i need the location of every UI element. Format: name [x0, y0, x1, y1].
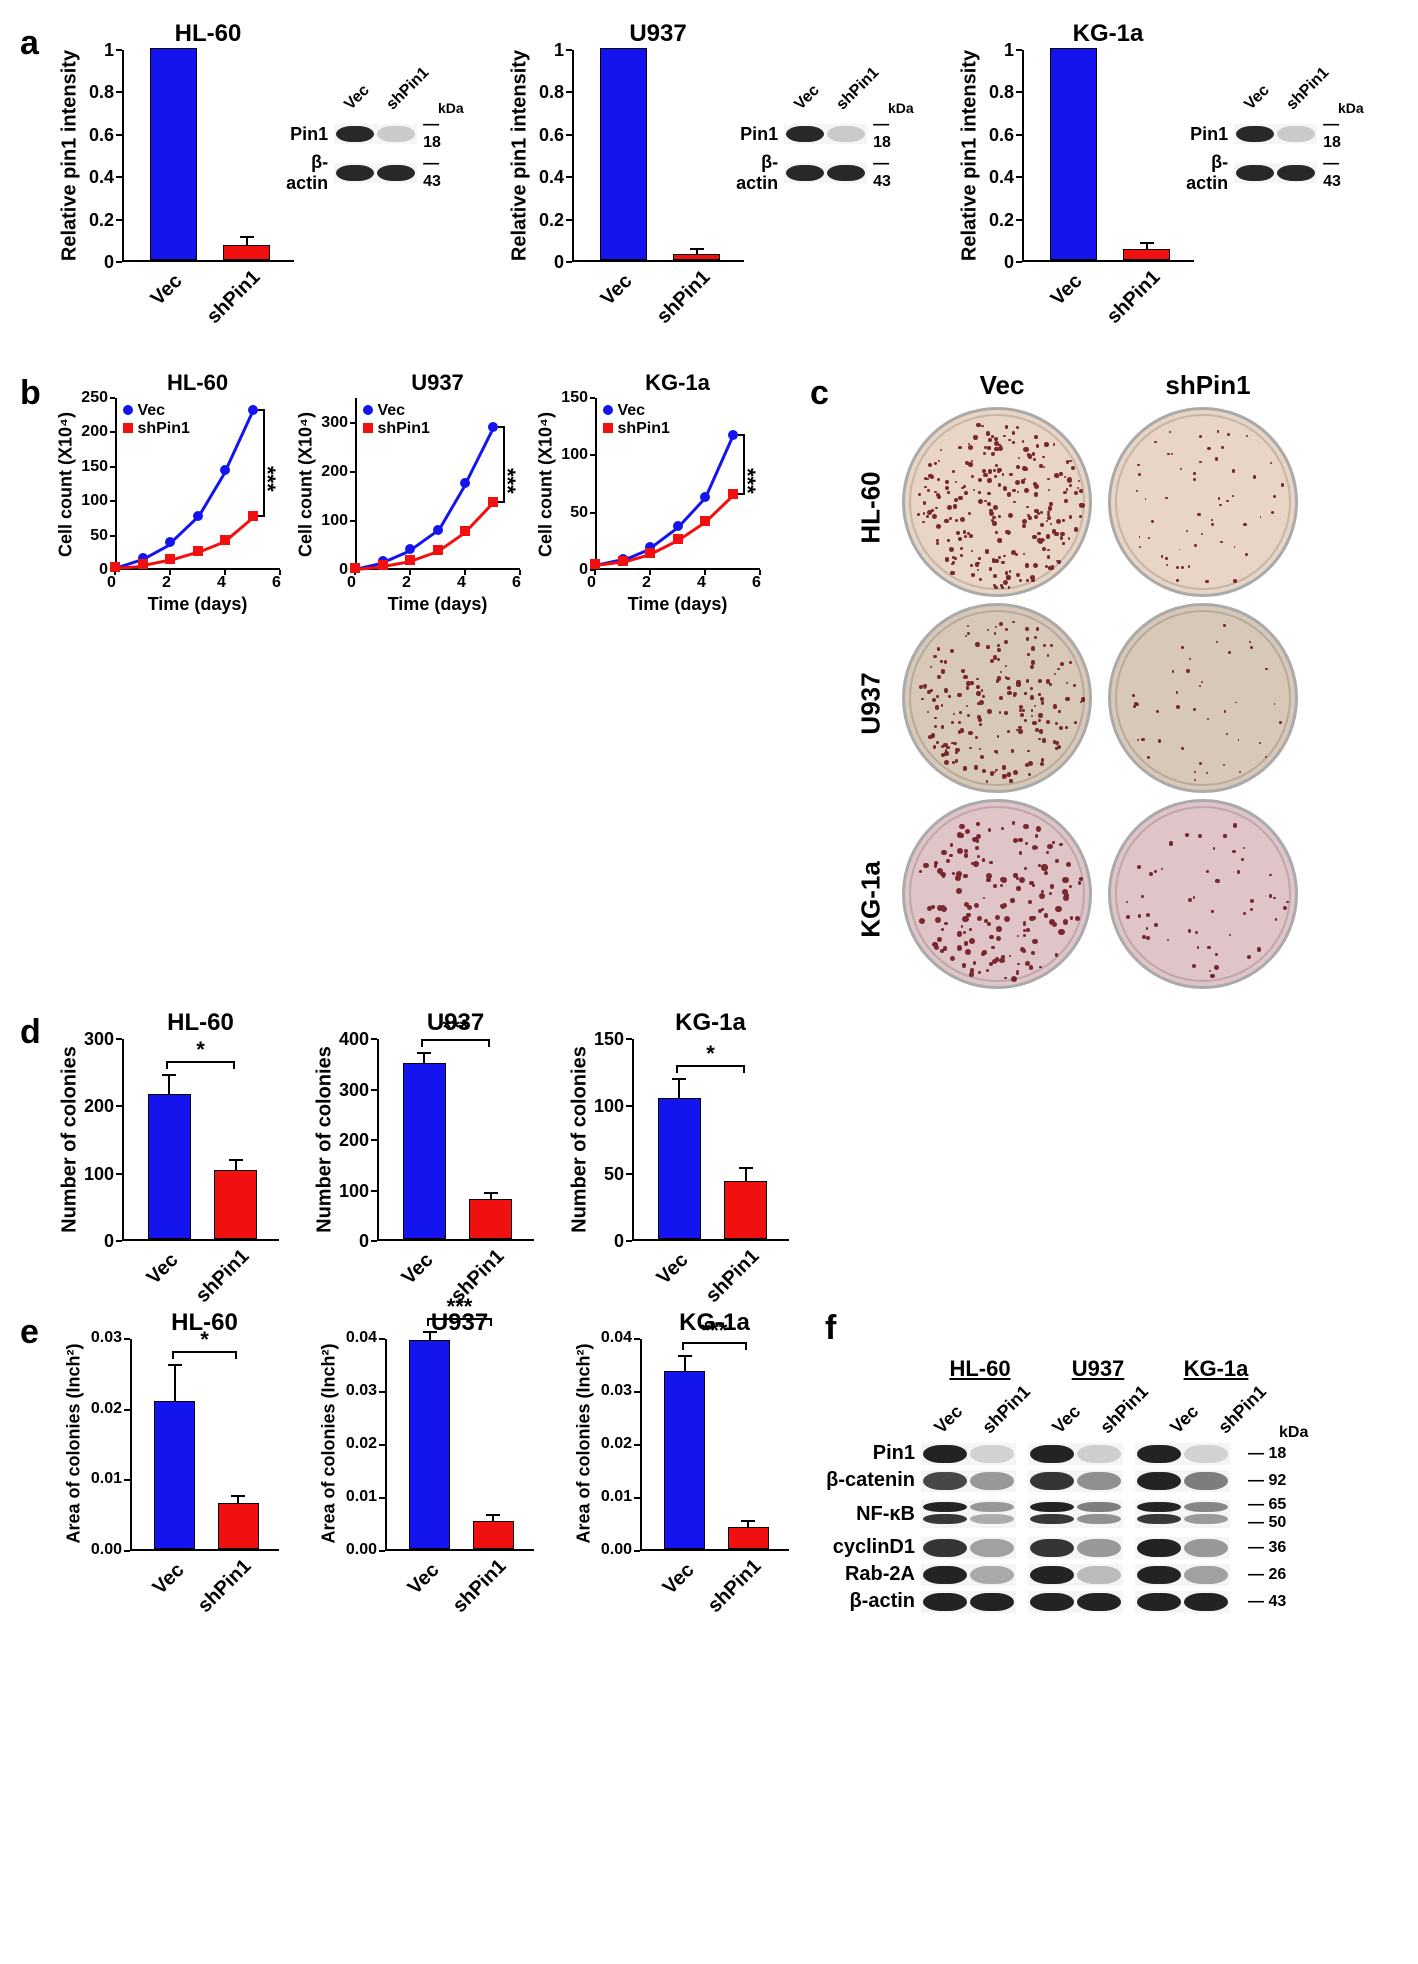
bar-chart: HL-600100200300Number of coloniesVecshPi…	[60, 1009, 285, 1299]
panel-a: HL-6000.20.40.60.81Relative pin1 intensi…	[60, 20, 1380, 340]
bar-chart: KG-1a00.20.40.60.81Relative pin1 intensi…	[960, 20, 1200, 320]
figure-root: a HL-6000.20.40.60.81Relative pin1 inten…	[0, 0, 1418, 1637]
panel-f-label: f	[825, 1309, 1286, 1348]
panel-d: HL-600100200300Number of coloniesVecshPi…	[60, 1009, 795, 1299]
panel-f: HL-60U937KG-1aVecshPin1VecshPin1VecshPin…	[825, 1356, 1286, 1617]
colony-dish	[1108, 407, 1298, 597]
colony-dish	[1108, 603, 1298, 793]
panel-c: VecshPin1HL-60U937KG-1a	[846, 370, 1308, 989]
bar-chart: U93700.20.40.60.81Relative pin1 intensit…	[510, 20, 750, 320]
line-chart: KG-1a0501001500246Cell count (X10⁴)Time …	[540, 370, 770, 620]
panel-e-label: e	[20, 1309, 60, 1352]
colony-dish	[902, 799, 1092, 989]
panel-a-label: a	[20, 20, 60, 63]
bar-chart: HL-6000.20.40.60.81Relative pin1 intensi…	[60, 20, 300, 320]
panel-b: HL-600501001502002500246Cell count (X10⁴…	[60, 370, 770, 620]
colony-dish	[902, 407, 1092, 597]
line-chart: U93701002003000246Cell count (X10⁴)Time …	[300, 370, 530, 620]
panel-b-label: b	[20, 370, 60, 413]
panel-e: HL-600.000.010.020.03Area of colonies (I…	[60, 1309, 795, 1609]
line-chart: HL-600501001502002500246Cell count (X10⁴…	[60, 370, 290, 620]
colony-dish	[902, 603, 1092, 793]
bar-chart: KG-1a050100150Number of coloniesVecshPin…	[570, 1009, 795, 1299]
panel-d-label: d	[20, 1009, 60, 1052]
colony-dish	[1108, 799, 1298, 989]
bar-chart: U9370100200300400Number of coloniesVecsh…	[315, 1009, 540, 1299]
panel-c-label: c	[810, 370, 846, 413]
